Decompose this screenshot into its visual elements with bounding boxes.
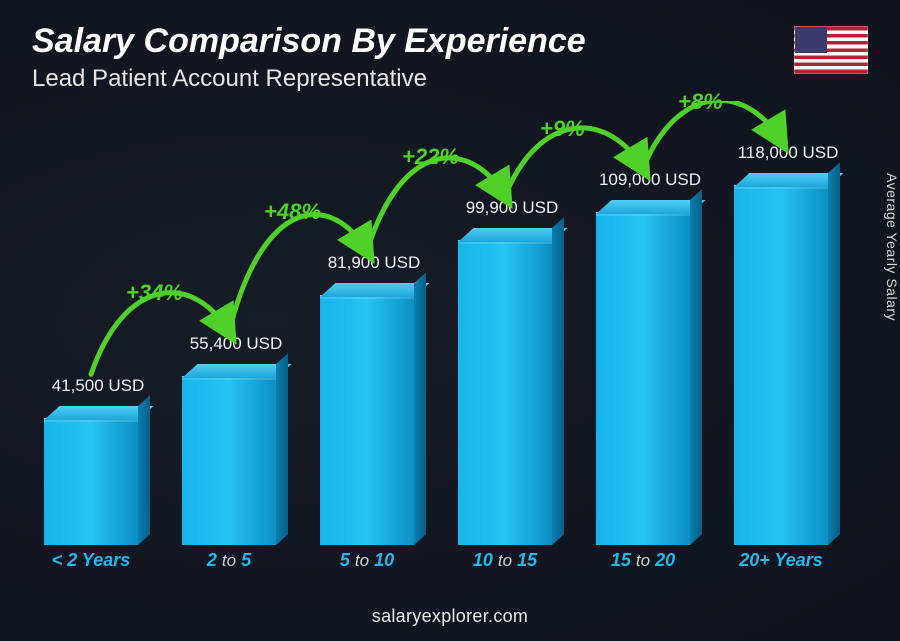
cat-to: to xyxy=(222,551,236,570)
bar-value-label: 109,000 USD xyxy=(580,170,720,190)
cat-to: to xyxy=(636,551,650,570)
bar xyxy=(320,295,414,545)
y-axis-label: Average Yearly Salary xyxy=(884,173,900,321)
cat-b: 20 xyxy=(655,550,675,570)
cat-a: 15 xyxy=(611,550,631,570)
bar xyxy=(44,418,138,545)
growth-pct-label: +22% xyxy=(402,144,459,170)
cat-to: to xyxy=(498,551,512,570)
growth-pct-label: +8% xyxy=(678,89,723,115)
cat-a: < 2 Years xyxy=(52,550,131,570)
bar-value-label: 81,900 USD xyxy=(304,253,444,273)
bar-chart: 41,500 USD< 2 Years55,400 USD2 to 581,90… xyxy=(32,101,840,571)
bar xyxy=(734,185,828,545)
chart-subtitle: Lead Patient Account Representative xyxy=(32,65,586,93)
cat-b: 10 xyxy=(374,550,394,570)
bar xyxy=(458,240,552,545)
footer-source: salaryexplorer.com xyxy=(0,606,900,627)
cat-a: 20+ Years xyxy=(739,550,823,570)
growth-pct-label: +34% xyxy=(126,280,183,306)
bar-category-label: 20+ Years xyxy=(722,550,840,571)
bar-category-label: 10 to 15 xyxy=(446,550,564,571)
growth-pct-label: +48% xyxy=(264,199,321,225)
cat-a: 5 xyxy=(340,550,350,570)
bar-value-label: 99,900 USD xyxy=(442,198,582,218)
growth-pct-label: +9% xyxy=(540,116,585,142)
bar-category-label: 15 to 20 xyxy=(584,550,702,571)
bar xyxy=(182,376,276,545)
bar-value-label: 118,000 USD xyxy=(718,143,858,163)
cat-to: to xyxy=(355,551,369,570)
bar-category-label: < 2 Years xyxy=(32,550,150,571)
header-block: Salary Comparison By Experience Lead Pat… xyxy=(32,22,586,93)
bar-category-label: 5 to 10 xyxy=(308,550,426,571)
cat-a: 2 xyxy=(207,550,217,570)
us-flag-icon xyxy=(794,26,868,74)
cat-b: 5 xyxy=(241,550,251,570)
cat-b: 15 xyxy=(517,550,537,570)
bar-value-label: 55,400 USD xyxy=(166,334,306,354)
bar-value-label: 41,500 USD xyxy=(28,376,168,396)
bar-category-label: 2 to 5 xyxy=(170,550,288,571)
cat-a: 10 xyxy=(473,550,493,570)
bar xyxy=(596,212,690,545)
chart-title: Salary Comparison By Experience xyxy=(32,22,586,61)
